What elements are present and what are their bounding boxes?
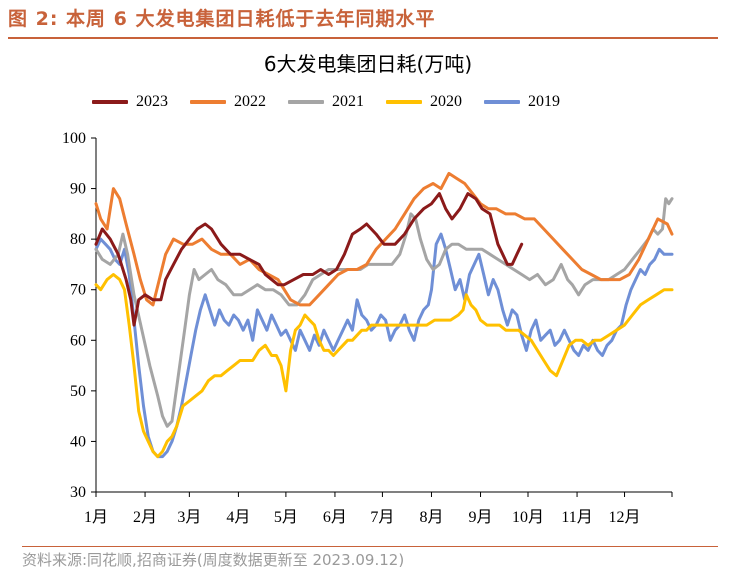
legend-swatch-2020 [386,100,422,104]
legend-label-2022: 2022 [234,93,266,110]
x-tick-label: 3月 [177,509,201,526]
legend-swatch-2021 [288,100,324,104]
y-tick-label: 70 [70,282,86,299]
x-tick-label: 9月 [469,509,493,526]
x-tick-label: 12月 [609,509,641,526]
legend-item-2023: 2023 [92,93,168,111]
legend-label-2023: 2023 [136,93,168,110]
y-tick-label: 60 [70,332,86,349]
x-tick-label: 5月 [274,509,298,526]
y-tick-label: 40 [70,433,86,450]
legend-item-2020: 2020 [386,93,462,111]
legend-item-2022: 2022 [190,93,266,111]
x-tick-label: 6月 [323,509,347,526]
legend-swatch-2022 [190,100,226,104]
x-tick-label: 8月 [419,509,443,526]
x-tick-label: 10月 [512,509,544,526]
chart-legend: 2023 2022 2021 2020 2019 [92,93,560,111]
legend-item-2021: 2021 [288,93,364,111]
y-tick-label: 90 [70,181,86,198]
legend-label-2021: 2021 [332,93,364,110]
series-line-2022 [94,171,674,307]
x-tick-label: 7月 [370,509,394,526]
chart-title: 6大发电集团日耗(万吨) [263,52,473,76]
y-tick-label: 100 [62,130,86,147]
x-tick-label: 4月 [226,509,250,526]
x-tick-label: 2月 [133,509,157,526]
x-tick-label: 11月 [561,509,592,526]
legend-label-2020: 2020 [430,93,462,110]
y-tick-label: 30 [70,484,86,501]
x-tick-label: 1月 [84,509,108,526]
figure-title: 图 2: 本周 6 大发电集团日耗低于去年同期水平 [8,8,436,30]
series-line-2021 [94,197,674,428]
legend-swatch-2019 [484,100,520,104]
source-note: 资料来源:同花顺,招商证券(周度数据更新至 2023.09.12) [22,551,405,569]
series-line-2019 [94,232,674,459]
legend-swatch-2023 [92,100,128,104]
y-tick-label: 80 [70,231,86,248]
series-line-2023 [94,192,524,327]
y-tick-label: 50 [70,383,86,400]
footer-divider [22,546,718,547]
title-divider [8,37,718,39]
series-line-2020 [94,273,674,459]
legend-label-2019: 2019 [528,93,560,110]
legend-item-2019: 2019 [484,93,560,111]
